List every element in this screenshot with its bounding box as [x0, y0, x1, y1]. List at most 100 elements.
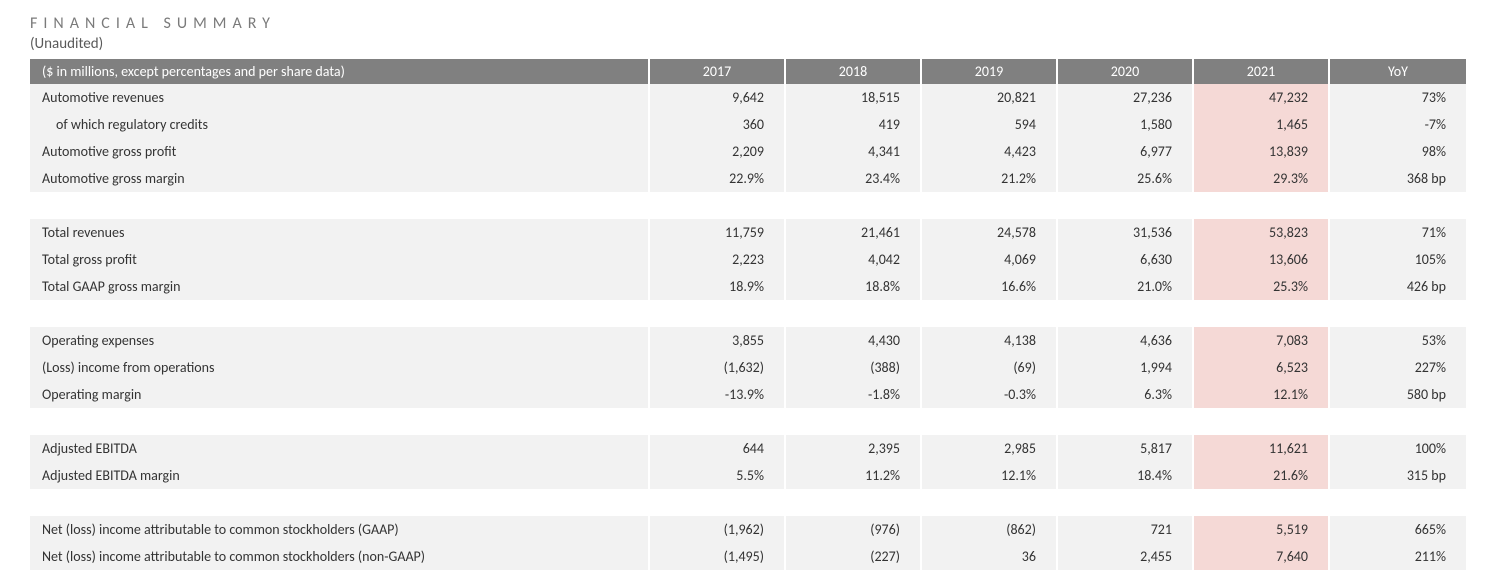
spacer-cell [1194, 408, 1330, 435]
cell: 5,519 [1194, 516, 1330, 543]
col-header-2017: 2017 [650, 59, 786, 84]
spacer-cell [1330, 192, 1466, 219]
row-label: Net (loss) income attributable to common… [30, 516, 650, 543]
cell: 4,636 [1058, 327, 1194, 354]
cell: 21.6% [1194, 462, 1330, 489]
col-header-2019: 2019 [922, 59, 1058, 84]
col-header-label: ($ in millions, except percentages and p… [30, 59, 650, 84]
cell: 1,465 [1194, 111, 1330, 138]
cell: 9,642 [650, 84, 786, 111]
cell: 23.4% [786, 165, 922, 192]
cell: 644 [650, 435, 786, 462]
col-header-2020: 2020 [1058, 59, 1194, 84]
cell: 419 [786, 111, 922, 138]
cell: 47,232 [1194, 84, 1330, 111]
cell: 4,069 [922, 246, 1058, 273]
cell: 7,083 [1194, 327, 1330, 354]
col-header-YoY: YoY [1330, 59, 1466, 84]
cell: 36 [922, 543, 1058, 570]
row-label: of which regulatory credits [30, 111, 650, 138]
spacer-cell [650, 300, 786, 327]
table-header-row: ($ in millions, except percentages and p… [30, 59, 1466, 84]
cell: 1,994 [1058, 354, 1194, 381]
cell: (1,495) [650, 543, 786, 570]
cell: (862) [922, 516, 1058, 543]
spacer-cell [786, 489, 922, 516]
cell: 100% [1330, 435, 1466, 462]
spacer-cell [1194, 300, 1330, 327]
cell: 426 bp [1330, 273, 1466, 300]
cell: 2,223 [650, 246, 786, 273]
row-label: Adjusted EBITDA margin [30, 462, 650, 489]
spacer-row [30, 192, 1466, 219]
spacer-cell [1194, 489, 1330, 516]
spacer-cell [1058, 408, 1194, 435]
cell: 53,823 [1194, 219, 1330, 246]
spacer-row [30, 489, 1466, 516]
cell: 665% [1330, 516, 1466, 543]
row-label: (Loss) income from operations [30, 354, 650, 381]
spacer-cell [30, 489, 650, 516]
cell: (388) [786, 354, 922, 381]
cell: 360 [650, 111, 786, 138]
row-label: Operating margin [30, 381, 650, 408]
spacer-cell [1194, 192, 1330, 219]
cell: 24,578 [922, 219, 1058, 246]
spacer-cell [922, 192, 1058, 219]
cell: 6,977 [1058, 138, 1194, 165]
table-row: Adjusted EBITDA6442,3952,9855,81711,6211… [30, 435, 1466, 462]
row-label: Total revenues [30, 219, 650, 246]
cell: -7% [1330, 111, 1466, 138]
cell: 25.3% [1194, 273, 1330, 300]
cell: 20,821 [922, 84, 1058, 111]
cell: 12.1% [1194, 381, 1330, 408]
row-label: Operating expenses [30, 327, 650, 354]
cell: 368 bp [1330, 165, 1466, 192]
cell: -0.3% [922, 381, 1058, 408]
cell: 25.6% [1058, 165, 1194, 192]
row-label: Automotive gross profit [30, 138, 650, 165]
cell: 211% [1330, 543, 1466, 570]
table-row: Automotive gross profit2,2094,3414,4236,… [30, 138, 1466, 165]
spacer-cell [30, 300, 650, 327]
row-label: Adjusted EBITDA [30, 435, 650, 462]
cell: 4,430 [786, 327, 922, 354]
cell: 5,817 [1058, 435, 1194, 462]
cell: (1,962) [650, 516, 786, 543]
cell: 27,236 [1058, 84, 1194, 111]
cell: 2,985 [922, 435, 1058, 462]
cell: 53% [1330, 327, 1466, 354]
spacer-cell [922, 408, 1058, 435]
spacer-cell [786, 192, 922, 219]
spacer-cell [1330, 300, 1466, 327]
cell: 18.9% [650, 273, 786, 300]
financial-summary-table: ($ in millions, except percentages and p… [30, 59, 1466, 570]
cell: 2,209 [650, 138, 786, 165]
cell: (227) [786, 543, 922, 570]
spacer-cell [786, 300, 922, 327]
table-row: Adjusted EBITDA margin5.5%11.2%12.1%18.4… [30, 462, 1466, 489]
cell: 98% [1330, 138, 1466, 165]
row-label: Automotive gross margin [30, 165, 650, 192]
cell: 721 [1058, 516, 1194, 543]
row-label: Total gross profit [30, 246, 650, 273]
table-row: (Loss) income from operations(1,632)(388… [30, 354, 1466, 381]
table-row: Operating expenses3,8554,4304,1384,6367,… [30, 327, 1466, 354]
table-row: Total gross profit2,2234,0424,0696,63013… [30, 246, 1466, 273]
spacer-row [30, 408, 1466, 435]
table-row: Automotive revenues9,64218,51520,82127,2… [30, 84, 1466, 111]
cell: 12.1% [922, 462, 1058, 489]
spacer-cell [30, 192, 650, 219]
cell: 315 bp [1330, 462, 1466, 489]
col-header-2018: 2018 [786, 59, 922, 84]
cell: 227% [1330, 354, 1466, 381]
row-label: Automotive revenues [30, 84, 650, 111]
spacer-cell [786, 408, 922, 435]
cell: 580 bp [1330, 381, 1466, 408]
col-header-2021: 2021 [1194, 59, 1330, 84]
cell: 11,759 [650, 219, 786, 246]
cell: 4,138 [922, 327, 1058, 354]
cell: 1,580 [1058, 111, 1194, 138]
cell: -1.8% [786, 381, 922, 408]
row-label: Net (loss) income attributable to common… [30, 543, 650, 570]
